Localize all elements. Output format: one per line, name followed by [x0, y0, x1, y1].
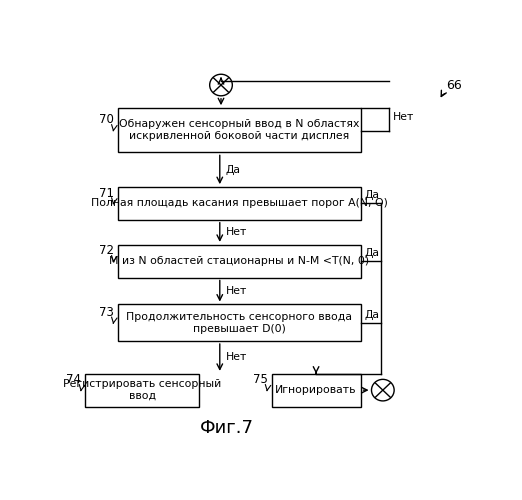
Bar — [271, 374, 361, 406]
Text: Нет: Нет — [226, 286, 247, 296]
Text: Регистрировать сенсорный
ввод: Регистрировать сенсорный ввод — [63, 380, 221, 401]
Bar — [118, 108, 361, 152]
Text: Игнорировать: Игнорировать — [275, 385, 357, 395]
Text: 73: 73 — [99, 306, 114, 319]
Text: 71: 71 — [99, 186, 114, 200]
Text: Нет: Нет — [226, 352, 247, 362]
Text: 75: 75 — [253, 374, 267, 386]
Text: Фиг.7: Фиг.7 — [200, 420, 254, 438]
Text: Продолжительность сенсорного ввода
превышает D(0): Продолжительность сенсорного ввода превы… — [126, 312, 352, 334]
Text: Да: Да — [364, 190, 379, 200]
Text: М из N областей стационарны и N-M <T(N, 0): М из N областей стационарны и N-M <T(N, … — [109, 256, 369, 266]
Bar — [118, 187, 361, 220]
Text: 70: 70 — [99, 114, 114, 126]
Text: 74: 74 — [66, 374, 81, 386]
Text: 72: 72 — [99, 244, 114, 258]
Text: Полная площадь касания превышает порог A(N, O): Полная площадь касания превышает порог A… — [91, 198, 388, 208]
Bar — [118, 245, 361, 278]
Text: Да: Да — [226, 164, 241, 174]
Text: Обнаружен сенсорный ввод в N областях
искривленной боковой части дисплея: Обнаружен сенсорный ввод в N областях ис… — [119, 120, 359, 141]
Text: 66: 66 — [446, 78, 461, 92]
Text: Нет: Нет — [226, 228, 247, 237]
Text: Да: Да — [364, 248, 379, 258]
Text: Да: Да — [364, 310, 379, 320]
Bar — [118, 304, 361, 341]
Text: Нет: Нет — [393, 112, 414, 122]
Bar — [86, 374, 199, 406]
